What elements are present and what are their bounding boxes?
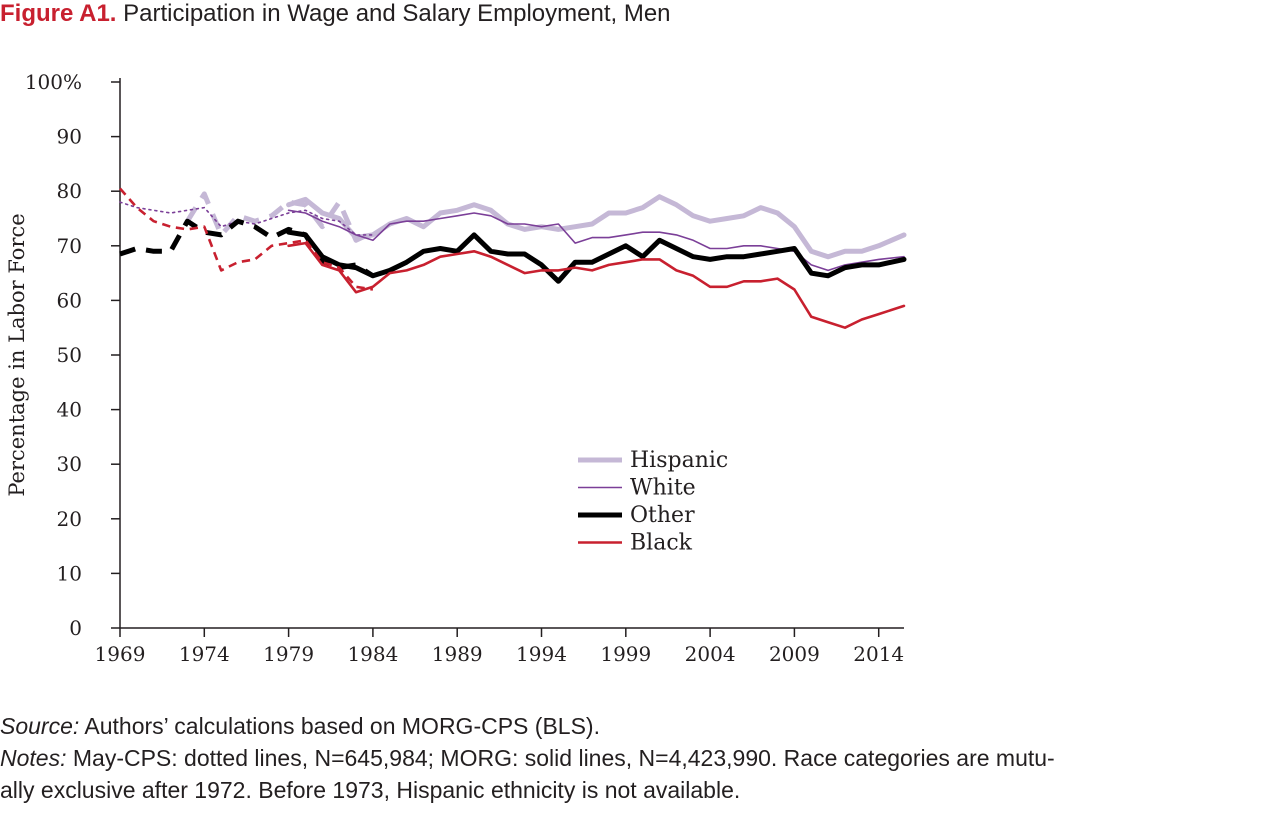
- y-tick-label: 30: [57, 452, 82, 476]
- x-tick-label: 1969: [95, 642, 146, 666]
- source-line: Source: Authors’ calculations based on M…: [0, 710, 1280, 742]
- line-chart: 0 10 20 30 40 50 60 70 80 90 100% 1969 1974 1979 1984…: [5, 70, 907, 666]
- series-line-hispanic-dashed: [185, 191, 374, 243]
- series-line-other-dashed: [119, 218, 375, 278]
- y-tick-label: 10: [57, 561, 82, 585]
- series-line-other-solid: [286, 229, 907, 284]
- legend-label-hispanic: Hispanic: [630, 448, 728, 473]
- notes-text-2: ally exclusive after 1972. Before 1973, …: [0, 777, 741, 803]
- notes-label: Notes:: [0, 745, 67, 771]
- y-tick-label: 100%: [25, 70, 82, 94]
- source-label: Source:: [0, 713, 80, 739]
- y-tick-label: 70: [57, 234, 82, 258]
- notes-text-1: May-CPS: dotted lines, N=645,984; MORG: …: [72, 745, 1055, 771]
- y-tick-label: 90: [57, 125, 82, 149]
- y-axis: 0 10 20 30 40 50 60 70 80 90 100%: [25, 70, 121, 640]
- y-tick-label: 20: [57, 507, 82, 531]
- x-tick-label: 1999: [600, 642, 651, 666]
- y-tick-label: 0: [69, 616, 82, 640]
- x-tick-label: 2004: [685, 642, 736, 666]
- legend-label-black: Black: [630, 531, 693, 556]
- source-text: Authors’ calculations based on MORG-CPS …: [84, 713, 600, 739]
- notes-line-2: ally exclusive after 1972. Before 1973, …: [0, 774, 1280, 806]
- legend-label-other: Other: [630, 503, 695, 528]
- series-line-white-dotted: [119, 201, 374, 236]
- plot-lines: [119, 187, 907, 330]
- series-line-black-solid: [287, 241, 906, 330]
- x-tick-label: 2014: [853, 642, 904, 666]
- x-tick-label: 1994: [516, 642, 567, 666]
- figure-label: Figure A1.: [0, 0, 117, 27]
- y-axis-title: Percentage in Labor Force: [5, 213, 29, 496]
- y-tick-label: 80: [57, 179, 82, 203]
- x-tick-label: 1974: [179, 642, 230, 666]
- y-tick-label: 50: [57, 343, 82, 367]
- figure-title: Figure A1. Participation in Wage and Sal…: [0, 0, 671, 28]
- y-tick-label: 60: [57, 288, 82, 312]
- x-tick-label: 1979: [263, 642, 314, 666]
- legend-label-white: White: [630, 476, 696, 501]
- notes-line-1: Notes: May-CPS: dotted lines, N=645,984;…: [0, 742, 1280, 774]
- y-tick-label: 40: [57, 398, 82, 422]
- x-axis: 1969 1974 1979 1984 1989 1994 1999 2004 2009 2014: [95, 627, 904, 666]
- x-tick-label: 1989: [432, 642, 483, 666]
- x-tick-label: 1984: [347, 642, 398, 666]
- figure-title-text: Participation in Wage and Salary Employm…: [123, 0, 671, 27]
- series-line-black-dashed: [119, 187, 374, 291]
- x-tick-label: 2009: [769, 642, 820, 666]
- figure-notes: Source: Authors’ calculations based on M…: [0, 710, 1280, 806]
- series-line-hispanic-solid: [286, 194, 907, 260]
